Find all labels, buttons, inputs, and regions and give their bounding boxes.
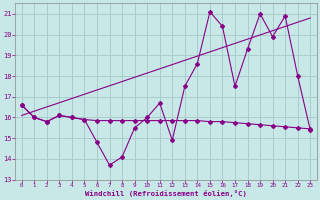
X-axis label: Windchill (Refroidissement éolien,°C): Windchill (Refroidissement éolien,°C) [85,190,247,197]
